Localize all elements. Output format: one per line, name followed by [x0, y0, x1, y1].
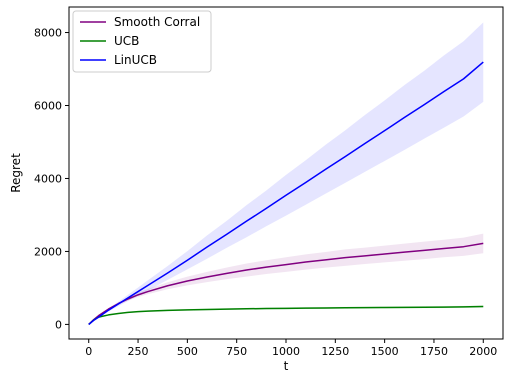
x-axis: 0 250 500 750 1000 1250 1500 1750 2000: [85, 339, 497, 358]
x-tick-label: 2000: [469, 345, 497, 358]
legend: Smooth Corral UCB LinUCB: [72, 10, 212, 73]
x-tick-label: 1250: [321, 345, 349, 358]
y-tick-label: 6000: [34, 100, 62, 113]
x-tick-label: 1500: [371, 345, 399, 358]
x-tick-label: 500: [177, 345, 198, 358]
legend-label-linucb: LinUCB: [114, 53, 157, 67]
series-lines: [88, 61, 484, 325]
y-tick-label: 4000: [34, 172, 62, 185]
legend-label-smooth-corral: Smooth Corral: [114, 15, 200, 29]
ucb-line: [88, 305, 484, 325]
x-tick-label: 750: [226, 345, 247, 358]
x-axis-label: t: [284, 359, 289, 373]
legend-label-ucb: UCB: [114, 34, 139, 48]
y-axis: 0 2000 4000 6000 8000: [34, 27, 69, 331]
y-tick-label: 2000: [34, 245, 62, 258]
x-tick-label: 0: [85, 345, 92, 358]
x-tick-label: 1000: [272, 345, 300, 358]
y-tick-label: 8000: [34, 27, 62, 40]
x-tick-label: 1750: [420, 345, 448, 358]
x-tick-label: 250: [128, 345, 149, 358]
legend-box: [72, 10, 212, 73]
y-tick-label: 0: [55, 318, 62, 331]
smooth-corral-band: [88, 233, 484, 325]
y-axis-label: Regret: [9, 153, 23, 193]
linucb-line: [88, 61, 484, 325]
